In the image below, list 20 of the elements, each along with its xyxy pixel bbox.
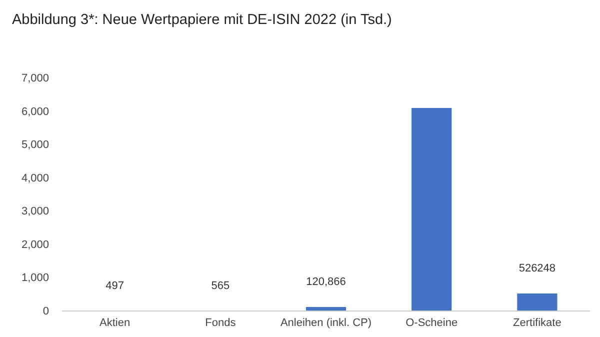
annotation: 120,866: [306, 276, 346, 288]
chart-title: Abbildung 3*: Neue Wertpapiere mit DE-ISIN 2022 (in Tsd.): [12, 12, 392, 28]
y-tick-label: 5,000: [21, 139, 49, 152]
y-tick-label: 2,000: [21, 238, 49, 251]
bar: [412, 108, 452, 311]
y-tick-label: 4,000: [21, 172, 49, 184]
annotation: 497: [106, 280, 124, 292]
x-tick-label: O-Scheine: [406, 317, 458, 330]
x-tick-label: Zertifikate: [513, 317, 562, 330]
x-tick-label: Fonds: [205, 317, 236, 330]
y-tick-label: 3,000: [21, 206, 49, 218]
bar: [517, 293, 558, 311]
annotation: 565: [211, 280, 230, 292]
x-tick-label: Aktien: [100, 317, 130, 330]
annotation: 526248: [518, 262, 556, 274]
y-tick-label: 6,000: [21, 106, 49, 118]
y-tick-label: 7,000: [21, 72, 49, 85]
y-tick-label: 0: [42, 306, 49, 318]
y-tick-label: 1,000: [21, 272, 49, 284]
x-tick-label: Anleihen (inkl. CP): [280, 317, 372, 330]
